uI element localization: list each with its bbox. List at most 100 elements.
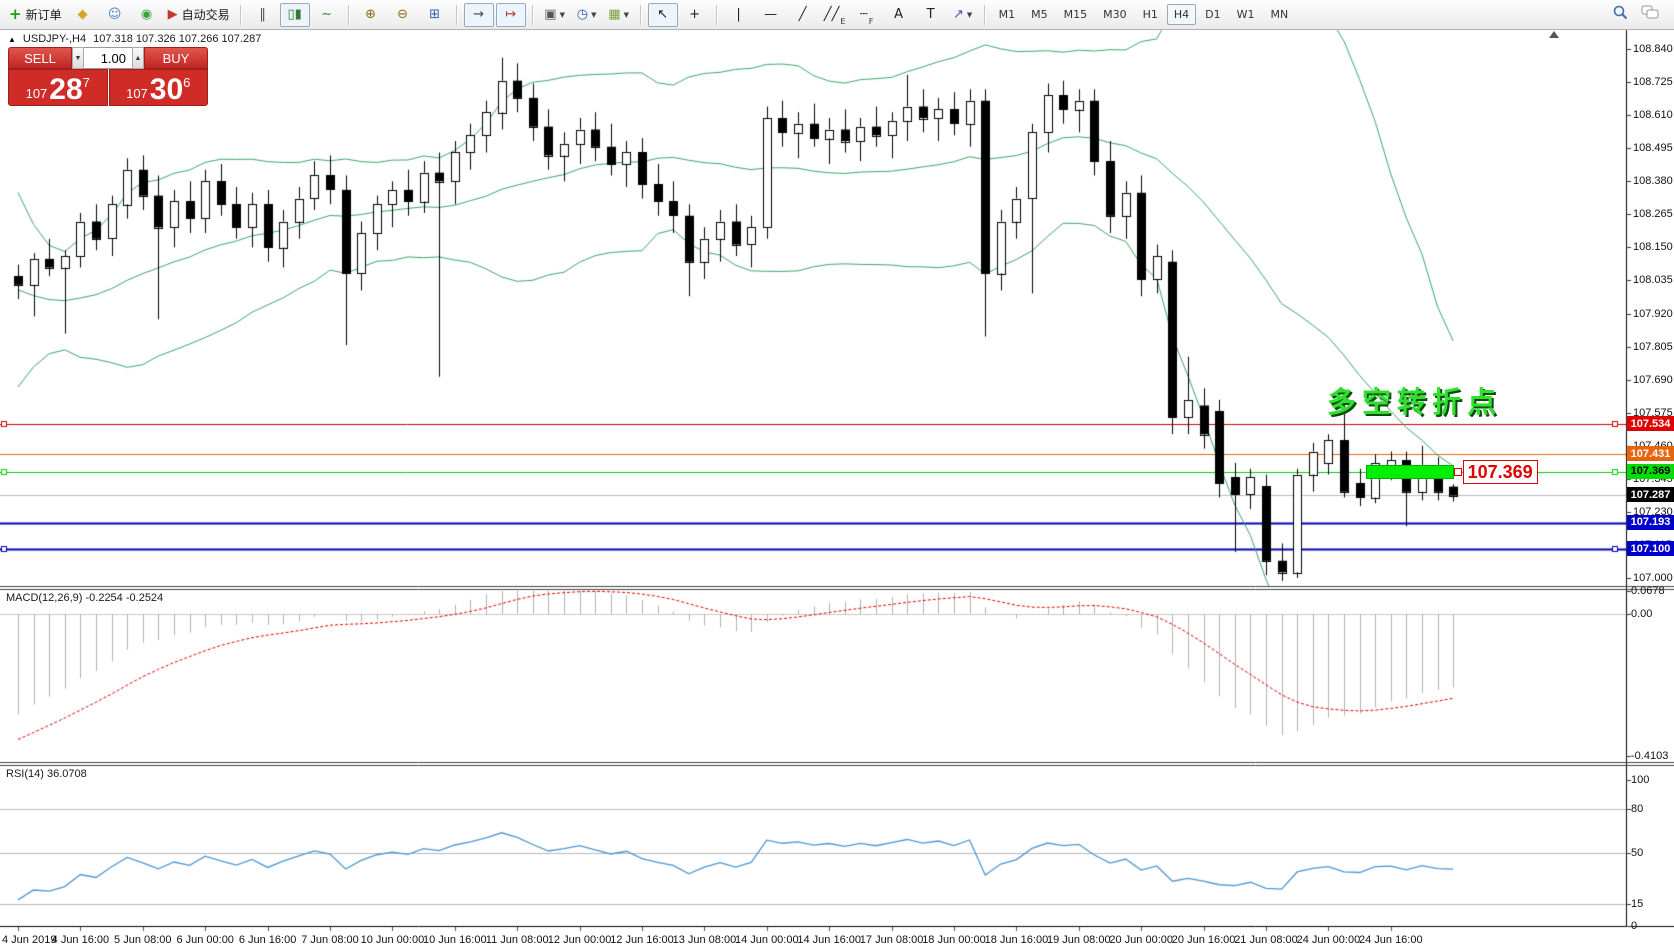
timeframe-w1-button[interactable]: W1 [1236,8,1255,21]
chevron-down-icon: ▼ [559,10,565,19]
crosshair-button[interactable]: + [680,3,710,27]
price-tick-label: 108.725 [1633,76,1673,89]
rsi-axis-label: 50 [1631,847,1644,859]
time-label: 7 Jun 08:00 [301,934,359,946]
highlight-handle[interactable] [1453,467,1462,476]
sell-button[interactable]: SELL [8,47,72,69]
channel-button[interactable]: ╱╱ E [820,3,850,27]
price-tick-label: 107.000 [1633,572,1673,584]
volume-up-button[interactable]: ▲ [132,47,144,69]
chevron-down-icon: ▼ [966,10,973,19]
timeframe-d1-button[interactable]: D1 [1205,8,1221,21]
macd-indicator-label: MACD(12,26,9) -0.2254 -0.2524 [6,592,164,604]
new-chart-dropdown[interactable]: ▣ ▼ [540,3,570,27]
chat-icon[interactable] [1641,4,1660,25]
toolbar-separator [455,4,458,25]
price-tick-label: 107.575 [1633,406,1673,419]
price-tick-label: 108.150 [1633,241,1673,254]
rsi-axis-label: 80 [1631,803,1644,816]
chevron-down-icon: ▼ [623,10,629,19]
line-chart-icon: ∼ [321,7,333,22]
sell-price[interactable]: 107 28 7 [8,69,108,106]
timeframe-h1-button[interactable]: H1 [1142,8,1158,21]
toolbar-separator [531,4,534,25]
timeframe-m15-button[interactable]: M15 [1063,8,1088,21]
macd-axis-label: -0.4103 [1631,749,1669,762]
arrows-dropdown[interactable]: ↗ ▼ [948,3,978,27]
autotrading-button[interactable]: ▶ 自动交易 [164,3,234,27]
templates-icon: ▦ [608,7,621,22]
time-label: 13 Jun 08:00 [672,934,737,946]
volume-down-button[interactable]: ▼ [72,47,84,69]
cursor-button[interactable]: ↖ [647,2,678,27]
channel-icon: ╱╱ [823,7,840,22]
crosshair-icon: + [689,7,701,22]
templates-dropdown[interactable]: ▦ ▼ [604,3,634,27]
new-order-button-label: 新订单 [25,8,62,22]
zoom-in-button[interactable]: ⊕ [356,3,386,27]
toolbar-separator [239,4,242,25]
label-button[interactable]: T [916,3,946,27]
toolbar-separator [983,4,986,25]
icon-subscript: E [840,16,846,26]
time-label: 14 Jun 00:00 [734,934,799,946]
price-tag: 107.369 [1627,463,1674,479]
price-tick-label: 108.495 [1633,142,1673,155]
search-icon[interactable] [1612,4,1629,25]
icon-subscript: F [868,16,874,26]
time-label: 10 Jun 00:00 [360,934,425,946]
text-button[interactable]: A [884,3,914,27]
collapse-panel-icon[interactable]: ▲ [8,34,16,44]
zoom-out-button[interactable]: ⊖ [388,3,418,27]
time-label: 6 Jun 16:00 [238,934,297,946]
rsi-axis-label: 100 [1631,774,1650,786]
signals-button[interactable]: ◉ [132,3,162,27]
buy-price[interactable]: 107 30 6 [108,69,208,106]
price-tag: 107.193 [1627,514,1674,530]
timeframe-m1-button[interactable]: M1 [998,8,1016,21]
symbol-name: USDJPY-,H4 [22,33,87,45]
bar-chart-button[interactable]: ‖ [248,3,278,27]
price-flag-label: 107.369 [1462,459,1538,484]
horizontal-line-icon: — [764,7,778,22]
auto-scroll-button[interactable]: → [463,2,494,27]
fibonacci-button[interactable]: ┄ F [852,3,882,27]
time-label: 24 Jun 00:00 [1296,934,1361,946]
periods-icon: ◷ [576,7,589,22]
toolbar-separator [715,4,718,25]
buy-price-pip: 6 [183,75,191,90]
line-chart-button[interactable]: ∼ [312,3,342,27]
time-label: 24 Jun 16:00 [1358,934,1423,946]
price-tick-label: 108.035 [1633,274,1673,287]
buy-price-prefix: 107 [126,86,148,101]
new-order-button[interactable]: + 新订单 [5,3,66,27]
time-label: 18 Jun 00:00 [922,934,986,946]
time-label: 20 Jun 00:00 [1109,934,1173,946]
timeframe-m30-button[interactable]: M30 [1103,8,1127,21]
timeframe-m5-button[interactable]: M5 [1031,8,1048,21]
price-tick-label: 108.265 [1633,208,1673,221]
horizontal-line-button[interactable]: — [756,3,786,27]
metaeditor-icon: ◆ [77,7,88,22]
buy-button[interactable]: BUY [144,47,208,69]
community-button[interactable]: ☺ [100,3,130,27]
trendline-button[interactable]: ╱ [788,3,818,27]
tile-windows-button[interactable]: ⊞ [420,3,450,27]
arrows-icon: ↗ [952,7,964,22]
periods-dropdown[interactable]: ◷ ▼ [572,3,602,27]
label-icon: T [926,7,935,22]
volume-input[interactable] [84,48,132,68]
bar-chart-icon: ‖ [259,7,266,22]
chart-shift-button[interactable]: ↦ [495,2,526,27]
sell-price-big: 28 [49,73,83,106]
rsi-indicator-label: RSI(14) 36.0708 [6,768,87,780]
metaeditor-button[interactable]: ◆ [68,3,98,27]
candlestick-button[interactable]: ▯▮ [279,2,310,27]
autotrading-icon: ▶ [167,7,178,22]
time-label: 18 Jun 16:00 [984,934,1049,946]
vertical-line-button[interactable]: | [724,3,754,27]
timeframe-h4-button[interactable]: H4 [1166,4,1197,25]
toolbar-items: + 新订单 ◆ ☺ ◉ ▶ 自动交易 ‖ ▯▮ ∼ ⊕ ⊖ ⊞ → ↦ ▣ ▼ ◷ ▼ ▦ ▼ ↖ + | — ╱ ╱╱ E ┄ F A T ↗… [4,2,1296,27]
timeframe-mn-button[interactable]: MN [1270,8,1289,21]
